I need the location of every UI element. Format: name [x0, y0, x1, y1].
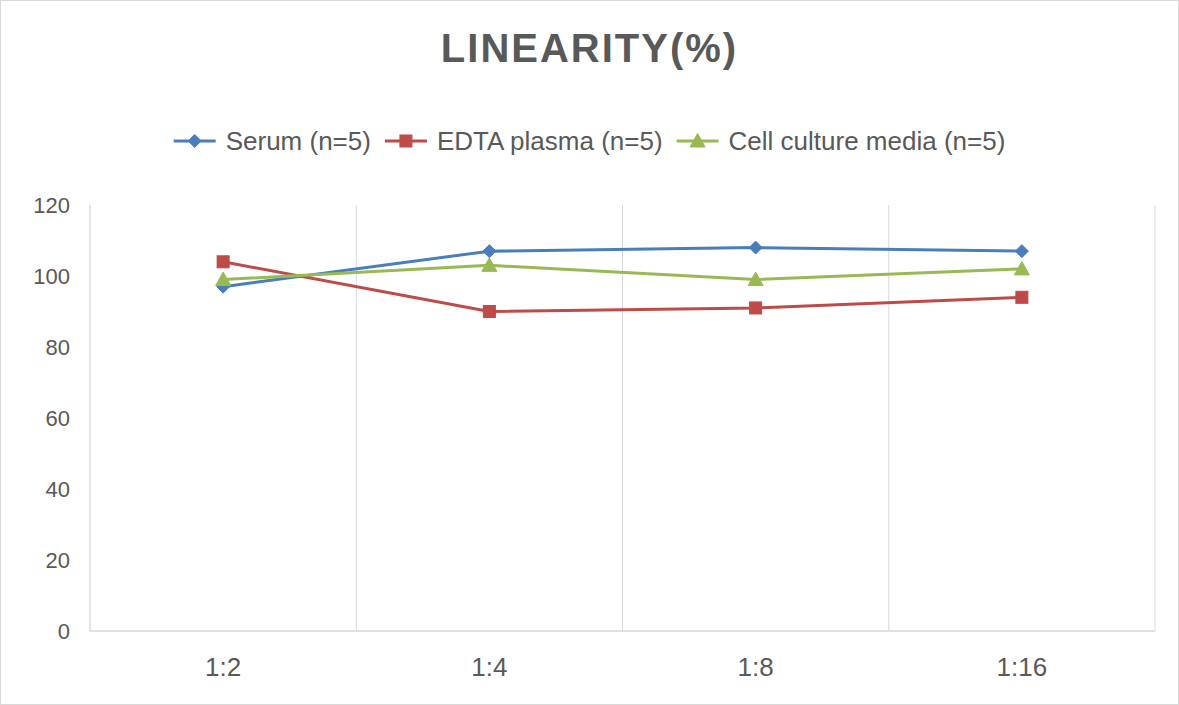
y-tick-label: 80	[46, 335, 70, 360]
y-tick-label: 100	[33, 264, 70, 289]
x-tick-label: 1:2	[205, 652, 241, 682]
y-tick-label: 20	[46, 548, 70, 573]
marker	[1016, 291, 1028, 303]
grid-line	[90, 205, 91, 631]
marker	[217, 256, 229, 268]
marker	[483, 306, 495, 318]
marker	[748, 272, 763, 286]
marker	[483, 245, 496, 258]
marker	[216, 272, 231, 286]
x-axis	[90, 630, 1155, 632]
x-tick-label: 1:8	[738, 652, 774, 682]
marker	[1014, 261, 1029, 275]
y-axis	[90, 205, 91, 631]
legend-marker	[690, 134, 705, 148]
grid-line	[888, 205, 889, 631]
marker	[1015, 245, 1028, 258]
marker	[749, 241, 762, 254]
y-tick-label: 40	[46, 477, 70, 502]
y-tick-label: 60	[46, 406, 70, 431]
chart-background	[1, 1, 1179, 705]
series-line	[223, 262, 1022, 312]
legend-label: EDTA plasma (n=5)	[437, 126, 663, 156]
legend-marker	[188, 135, 201, 148]
legend-item: EDTA plasma (n=5)	[385, 126, 663, 156]
grid-line	[1155, 205, 1156, 631]
legend-item: Cell culture media (n=5)	[677, 126, 1006, 156]
legend: Serum (n=5) EDTA plasma (n=5) Cell culture…	[174, 126, 1006, 156]
chart: LINEARITY(%) 0 20 40 60 80 100 120 1:2 1:4 1:8 1:16…	[0, 0, 1179, 705]
series-line	[223, 265, 1022, 279]
legend-label: Cell culture media (n=5)	[729, 126, 1006, 156]
title: LINEARITY(%)	[441, 26, 738, 70]
grid-line	[622, 205, 623, 631]
series-line	[223, 248, 1022, 287]
legend-marker	[400, 135, 412, 147]
x-tick-label: 1:4	[471, 652, 507, 682]
marker	[482, 258, 497, 272]
legend-item: Serum (n=5)	[174, 126, 371, 156]
plot-area	[216, 241, 1030, 317]
y-tick-label: 120	[33, 193, 70, 218]
y-tick-label: 0	[58, 619, 70, 644]
x-tick-label: 1:16	[997, 652, 1048, 682]
marker	[750, 302, 762, 314]
legend-label: Serum (n=5)	[226, 126, 371, 156]
